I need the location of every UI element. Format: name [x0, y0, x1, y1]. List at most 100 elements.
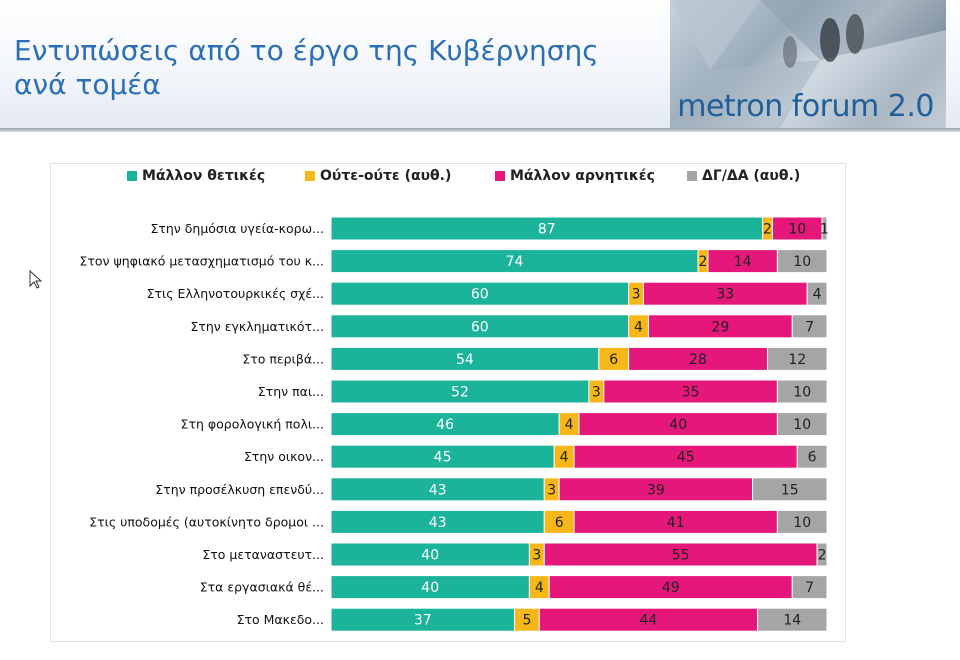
legend-item: ΔΓ/ΔΑ (αυθ.) — [687, 168, 800, 184]
data-label: 4 — [535, 580, 544, 596]
legend-swatch — [127, 171, 137, 181]
data-label: 41 — [667, 515, 685, 531]
data-label: 14 — [783, 613, 801, 629]
metron-forum-logo: metron forum 2.0 — [670, 0, 946, 128]
data-label: 49 — [662, 580, 680, 596]
data-label: 45 — [434, 450, 452, 466]
data-label: 12 — [788, 352, 806, 368]
category-label: Στην παι... — [258, 384, 324, 399]
legend-swatch — [305, 171, 315, 181]
category-label: Στην εγκληματικότ... — [190, 319, 324, 334]
legend-label: ΔΓ/ΔΑ (αυθ.) — [702, 168, 801, 184]
bar-segment — [766, 346, 828, 371]
page-title: Εντυπώσεις από το έργο της Κυβέρνησης αν… — [14, 34, 654, 102]
category-label: Στο μεταναστευτ... — [202, 547, 324, 562]
data-label: 55 — [672, 548, 690, 564]
data-label: 43 — [429, 482, 447, 498]
data-label: 4 — [560, 450, 569, 466]
header-divider — [0, 128, 960, 132]
data-label: 45 — [677, 450, 695, 466]
bar-segment — [776, 509, 828, 534]
data-label: 10 — [793, 385, 811, 401]
legend-swatch — [687, 171, 697, 181]
logo-background-icon — [670, 0, 946, 128]
category-label: Στις Ελληνοτουρκικές σχέ... — [147, 286, 324, 301]
data-label: 14 — [734, 254, 752, 270]
bar-segment — [791, 575, 828, 600]
legend-label: Ούτε-ούτε (αυθ.) — [320, 168, 452, 184]
data-label: 74 — [506, 254, 524, 270]
data-label: 6 — [609, 352, 618, 368]
data-label: 35 — [682, 385, 700, 401]
legend-item: Μάλλον αρνητικές — [495, 168, 655, 184]
data-label: 10 — [793, 254, 811, 270]
bar-segment — [791, 314, 828, 339]
data-label: 4 — [634, 319, 643, 335]
category-label: Στο Μακεδο... — [237, 612, 324, 627]
bar-segment — [757, 607, 828, 632]
data-label: 3 — [632, 287, 641, 303]
data-label: 7 — [805, 319, 814, 335]
page-title-line-1: Εντυπώσεις από το έργο της Κυβέρνησης — [14, 34, 599, 67]
data-label: 37 — [414, 613, 432, 629]
data-label: 3 — [592, 385, 601, 401]
data-label: 3 — [532, 548, 541, 564]
data-label: 2 — [699, 254, 708, 270]
data-label: 43 — [429, 515, 447, 531]
category-label: Στη φορολογική πολι... — [181, 417, 324, 432]
data-label: 60 — [471, 287, 489, 303]
data-label: 39 — [647, 482, 665, 498]
legend-label: Μάλλον θετικές — [142, 168, 266, 184]
legend-swatch — [495, 171, 505, 181]
data-label: 40 — [421, 548, 439, 564]
legend-item: Ούτε-ούτε (αυθ.) — [305, 168, 451, 184]
data-label: 5 — [522, 613, 531, 629]
data-label: 4 — [565, 417, 574, 433]
bar-segment — [776, 249, 828, 274]
data-label: 6 — [808, 450, 817, 466]
data-label: 46 — [436, 417, 454, 433]
bar-segment — [776, 379, 828, 404]
data-label: 15 — [781, 482, 799, 498]
data-label: 10 — [788, 222, 806, 238]
category-label: Στην προσέλκυση επενδύ... — [155, 482, 324, 497]
bar-segment — [796, 444, 828, 469]
legend-label: Μάλλον αρνητικές — [510, 168, 655, 184]
category-label: Στα εργασιακά θέ... — [200, 580, 324, 595]
data-label: 40 — [669, 417, 687, 433]
data-label: 52 — [451, 385, 469, 401]
data-label: 3 — [547, 482, 556, 498]
data-label: 29 — [711, 319, 729, 335]
data-label: 7 — [805, 580, 814, 596]
legend-item: Μάλλον θετικές — [127, 168, 265, 184]
bar-segment — [752, 477, 828, 502]
data-label: 40 — [421, 580, 439, 596]
category-label: Στον ψηφιακό μετασχηματισμό του κ... — [79, 254, 324, 269]
bar-segment — [806, 281, 828, 306]
data-label: 2 — [818, 548, 827, 564]
page-title-line-2: ανά τομέα — [14, 68, 161, 101]
data-label: 2 — [763, 222, 772, 238]
data-label: 44 — [640, 613, 658, 629]
category-label: Στο περιβά... — [242, 351, 324, 366]
category-label: Στις υποδομές (αυτοκίνητο δρομοι ... — [89, 514, 324, 529]
mouse-cursor-icon — [29, 270, 43, 289]
data-label: 54 — [456, 352, 474, 368]
data-label: 28 — [689, 352, 707, 368]
data-label: 1 — [820, 222, 829, 238]
chart-legend: Μάλλον θετικές Ούτε-ούτε (αυθ.) Μάλλον αρν… — [75, 168, 825, 188]
data-label: 10 — [793, 417, 811, 433]
data-label: 33 — [716, 287, 734, 303]
bar-segment — [816, 542, 828, 567]
data-label: 60 — [471, 319, 489, 335]
logo-text: metron forum 2.0 — [677, 89, 934, 124]
data-label: 87 — [538, 222, 556, 238]
bar-segment — [821, 216, 828, 241]
data-label: 4 — [813, 287, 822, 303]
bar-segment — [776, 412, 828, 437]
data-label: 10 — [793, 515, 811, 531]
category-label: Στην οικον... — [244, 449, 324, 464]
data-label: 6 — [555, 515, 564, 531]
category-label: Στην δημόσια υγεία-κορω... — [150, 221, 324, 236]
